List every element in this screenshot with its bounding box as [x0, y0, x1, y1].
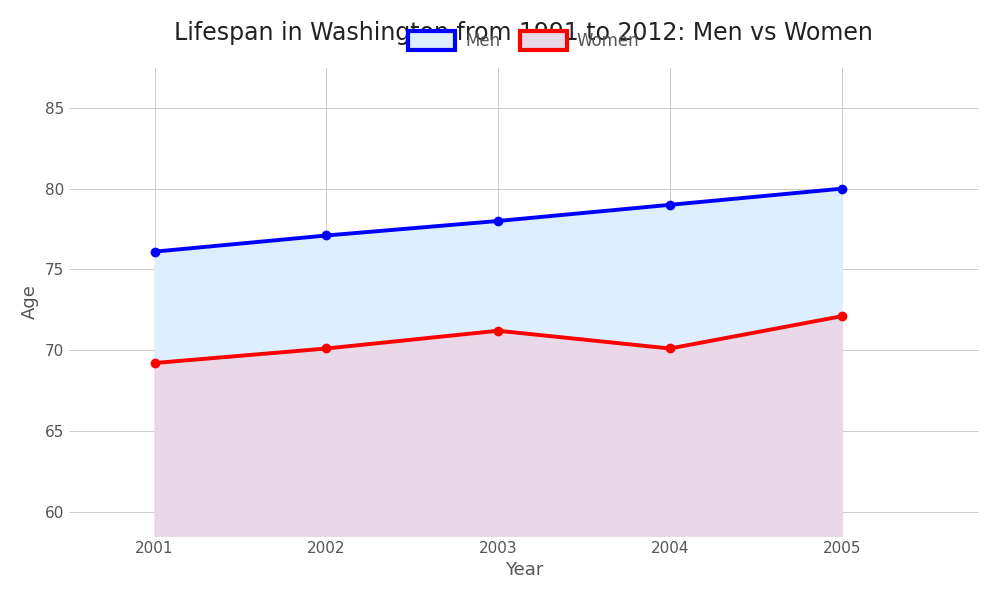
- Title: Lifespan in Washington from 1991 to 2012: Men vs Women: Lifespan in Washington from 1991 to 2012…: [174, 21, 873, 45]
- X-axis label: Year: Year: [505, 561, 543, 579]
- Y-axis label: Age: Age: [21, 284, 39, 319]
- Legend: Men, Women: Men, Women: [402, 25, 646, 57]
